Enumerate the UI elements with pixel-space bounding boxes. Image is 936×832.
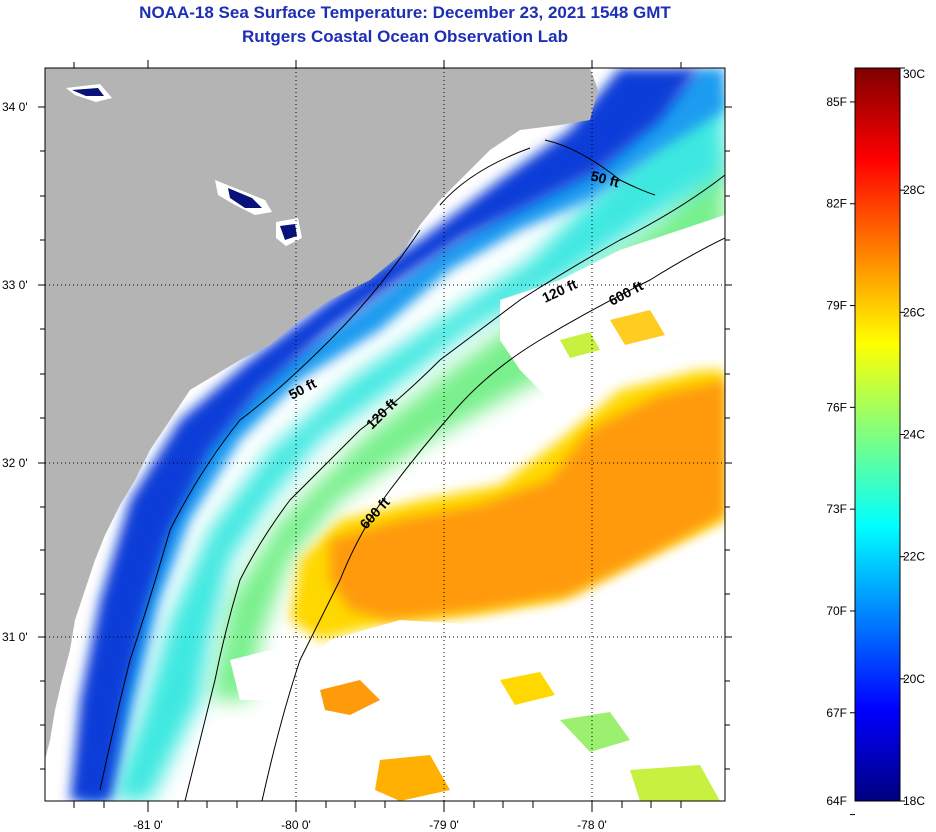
inland-lake — [280, 224, 297, 240]
colorbar-celsius-label: 20C — [903, 672, 925, 686]
contour-label-50ft-north: 50 ft — [589, 167, 621, 190]
lat-tick-label: 33 0' — [2, 278, 28, 292]
colorbar-fahrenheit-label: 85F — [826, 95, 847, 109]
sst-blue-zone — [70, 68, 700, 801]
colorbar: 30C 28C 26C 24C 22C 20C 18C 85F 82F 79F 76F 73F 70F 6… — [826, 67, 925, 816]
contour-120ft — [184, 174, 725, 801]
sst-orange-zone — [330, 380, 725, 620]
colorbar-fahrenheit-label: 76F — [826, 400, 847, 414]
colorbar-fahrenheit-label: 82F — [826, 197, 847, 211]
sst-speckle — [610, 310, 665, 345]
contour-600ft — [261, 237, 725, 801]
land-coastline — [45, 68, 598, 760]
colorbar-celsius-label: 30C — [903, 67, 925, 81]
bathymetry-contours — [99, 139, 725, 801]
colorbar-fahrenheit-label: 64F — [826, 794, 847, 808]
colorbar-fahrenheit-label: 73F — [826, 502, 847, 516]
inland-lake — [228, 188, 262, 208]
colorbar-gradient — [854, 67, 901, 802]
sst-speckle — [630, 765, 720, 801]
sst-speckle — [500, 672, 555, 705]
lat-tick-label: 31 0' — [2, 630, 28, 644]
lat-tick-label: 34 0' — [2, 100, 28, 114]
colorbar-celsius-label: 22C — [903, 550, 925, 564]
sst-speckle — [375, 755, 450, 801]
axis-ticks — [38, 60, 732, 812]
map-subtitle: Rutgers Coastal Ocean Observation Lab — [242, 27, 568, 46]
colorbar-celsius-label: 18C — [903, 794, 925, 808]
map-panel: 50 ft 120 ft 600 ft 50 ft 120 ft 600 ft — [45, 68, 725, 801]
colorbar-fahrenheit-label: 79F — [826, 299, 847, 313]
sst-speckle — [560, 332, 600, 358]
map-title: NOAA-18 Sea Surface Temperature: Decembe… — [139, 3, 671, 22]
graticule — [45, 68, 725, 801]
cloud-patch — [500, 215, 725, 400]
contour-50ft — [99, 139, 656, 791]
lat-tick-label: 32 0' — [2, 456, 28, 470]
inland-lake — [72, 88, 104, 96]
colorbar-celsius-label: 26C — [903, 305, 925, 319]
colorbar-fahrenheit-label: 67F — [826, 706, 847, 720]
sst-speckle — [560, 712, 630, 752]
lon-tick-label: -81 0' — [133, 818, 163, 832]
lon-tick-label: -79 0' — [429, 818, 459, 832]
colorbar-celsius-label: 24C — [903, 428, 925, 442]
colorbar-celsius-label: 28C — [903, 183, 925, 197]
lon-tick-label: -80 0' — [281, 818, 311, 832]
colorbar-fahrenheit-label: 70F — [826, 604, 847, 618]
cloud-patch — [230, 650, 300, 700]
lon-tick-label: -78 0' — [577, 818, 607, 832]
sst-speckle — [320, 680, 380, 715]
